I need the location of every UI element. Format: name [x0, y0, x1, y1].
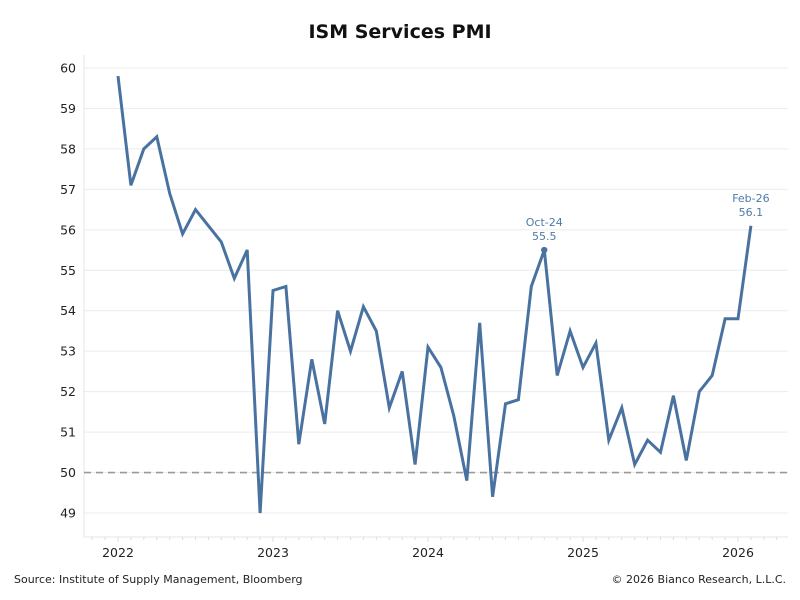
y-tick-label: 53	[60, 344, 76, 359]
series-group	[116, 75, 753, 514]
annotation-marker	[541, 246, 548, 254]
annotation-value-label: 56.1	[739, 206, 764, 219]
y-tick-label: 57	[60, 182, 76, 197]
y-tick-label: 52	[60, 384, 76, 399]
y-tick-label: 60	[60, 61, 76, 76]
y-tick-label: 49	[60, 506, 76, 521]
x-tick-label: 2026	[722, 545, 754, 560]
y-axis-ticks: 49 50 51 52 53 54 55 56 57 58 59 60	[60, 61, 76, 521]
y-tick-label: 50	[60, 465, 76, 480]
annotation-date-label: Oct-24	[526, 216, 563, 229]
series-line	[116, 75, 753, 514]
x-tick-label: 2023	[257, 545, 289, 560]
x-tick-label: 2022	[102, 545, 134, 560]
y-tick-label: 56	[60, 222, 76, 237]
y-tick-label: 54	[60, 303, 76, 318]
axes	[83, 55, 788, 542]
x-axis-ticks: 2022 2023 2024 2025 2026	[102, 545, 754, 560]
y-tick-label: 55	[60, 263, 76, 278]
y-tick-label: 59	[60, 101, 76, 116]
source-note: Source: Institute of Supply Management, …	[14, 573, 303, 586]
annotation-date-label: Feb-26	[732, 192, 769, 205]
copyright-note: © 2026 Bianco Research, L.L.C.	[611, 573, 786, 586]
y-tick-label: 51	[60, 425, 76, 440]
y-tick-label: 58	[60, 141, 76, 156]
chart-title: ISM Services PMI	[308, 21, 491, 43]
x-tick-label: 2025	[567, 545, 599, 560]
annotation-value-label: 55.5	[532, 230, 557, 243]
x-tick-label: 2024	[412, 545, 444, 560]
grid	[84, 67, 788, 514]
